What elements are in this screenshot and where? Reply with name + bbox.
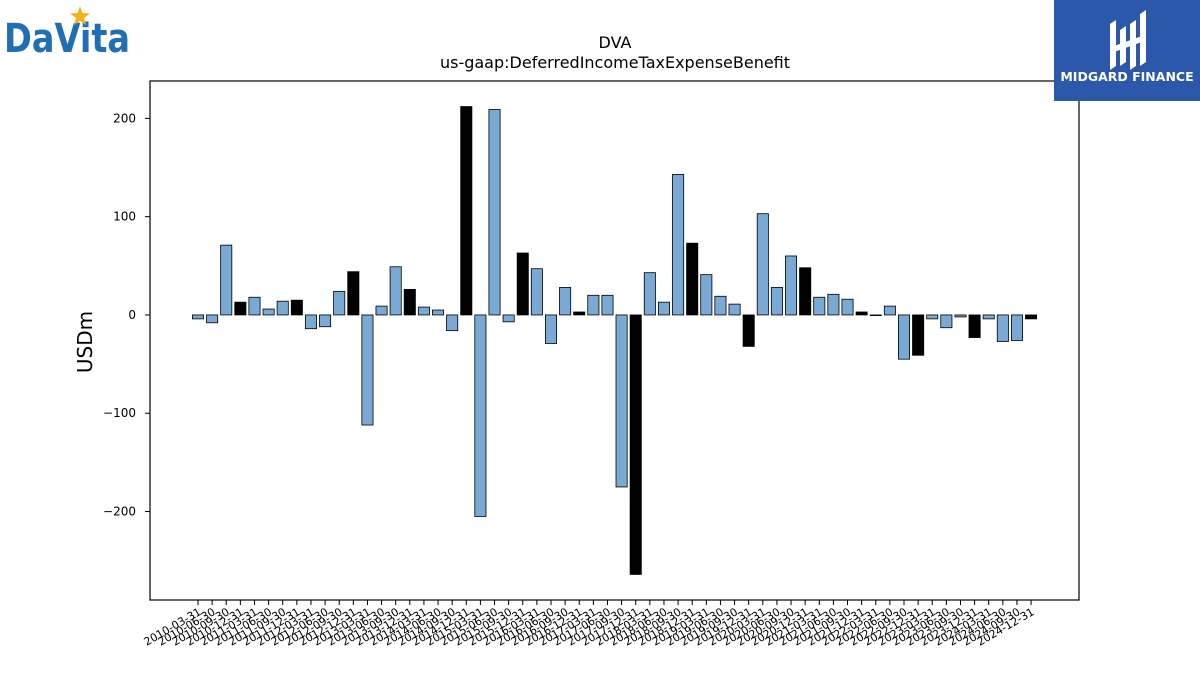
- bar-2022-12-31: [912, 314, 925, 356]
- bar-2011-09-30: [276, 300, 289, 316]
- bar-2010-12-31: [234, 301, 247, 316]
- bar-2024-03-31: [982, 314, 995, 320]
- bars-group: [191, 106, 1038, 575]
- bar-2019-06-30: [714, 295, 727, 316]
- bar-2020-09-30: [785, 255, 798, 316]
- bar-2023-03-31: [926, 314, 939, 320]
- bar-2021-09-30: [841, 298, 854, 316]
- bar-2012-03-31: [304, 314, 317, 330]
- bar-2020-03-31: [756, 213, 769, 316]
- bar-2021-12-31: [855, 311, 868, 316]
- bar-2019-09-30: [728, 303, 741, 316]
- midgard-finance-mark: MIDGARD FINANCE: [1060, 10, 1194, 84]
- bar-2013-12-31: [403, 288, 416, 316]
- bar-2017-06-30: [601, 294, 614, 316]
- bar-2014-06-30: [432, 309, 445, 316]
- bar-2017-12-31: [629, 314, 642, 575]
- davita-logo-text: DaVita: [4, 16, 130, 60]
- bar-2016-03-31: [530, 268, 543, 316]
- bar-2015-03-31: [474, 314, 487, 517]
- davita-logo: DaVita: [4, 6, 130, 60]
- bar-2020-12-31: [799, 267, 812, 316]
- bar-2012-09-30: [333, 290, 346, 316]
- bar-2018-09-30: [672, 173, 685, 316]
- bar-2011-12-31: [290, 299, 303, 316]
- bar-2020-06-30: [770, 287, 783, 316]
- bar-2023-12-31: [968, 314, 981, 338]
- bar-2013-06-30: [375, 305, 388, 316]
- bar-2010-06-30: [206, 314, 219, 324]
- bar-2023-06-30: [940, 314, 953, 329]
- bar-2022-03-31: [869, 314, 882, 316]
- midgard-monogram-icon: [1110, 10, 1146, 70]
- bar-2022-06-30: [883, 305, 896, 316]
- bar-2017-09-30: [615, 314, 628, 488]
- bar-2013-09-30: [389, 266, 402, 316]
- bar-2010-03-31: [191, 314, 204, 320]
- star-icon: [70, 6, 90, 25]
- y-tick-label: −200: [103, 505, 136, 519]
- bar-2018-12-31: [686, 242, 699, 316]
- bar-2012-12-31: [347, 271, 360, 316]
- bar-2014-09-30: [446, 314, 459, 332]
- y-tick-label: 0: [128, 308, 136, 322]
- bar-2017-03-31: [587, 294, 600, 316]
- chart-subtitle: us-gaap:DeferredIncomeTaxExpenseBenefit: [440, 53, 790, 72]
- bar-2024-09-30: [1010, 314, 1023, 341]
- bar-2011-03-31: [248, 296, 261, 316]
- bar-2024-12-31: [1025, 314, 1038, 320]
- x-axis-ticks: 2010-03-312010-06-302010-09-302010-12-31…: [142, 600, 1037, 649]
- y-tick-label: −100: [103, 406, 136, 420]
- bar-2019-12-31: [742, 314, 755, 347]
- bar-2021-06-30: [827, 293, 840, 316]
- bar-2018-03-31: [643, 272, 656, 316]
- y-axis-label: USDm: [73, 311, 97, 373]
- plot-frame: [149, 80, 1080, 601]
- bar-2024-06-30: [996, 314, 1009, 342]
- bar-2018-06-30: [657, 301, 670, 316]
- bar-2010-09-30: [220, 244, 233, 316]
- y-tick-label: 200: [113, 111, 136, 125]
- bar-2019-03-31: [700, 274, 713, 316]
- bar-2022-09-30: [898, 314, 911, 360]
- bar-2012-06-30: [319, 314, 332, 328]
- bar-2016-06-30: [545, 314, 558, 344]
- midgard-finance-logo: MIDGARD FINANCE: [1054, 0, 1200, 101]
- bar-2013-03-31: [361, 314, 374, 426]
- bar-2011-06-30: [262, 308, 275, 316]
- bar-2016-12-31: [573, 311, 586, 316]
- y-tick-label: 100: [113, 210, 136, 224]
- y-axis-ticks: −200 −100 0 100 200: [103, 111, 150, 519]
- bar-2015-12-31: [516, 252, 529, 316]
- bar-2014-12-31: [460, 106, 473, 316]
- bar-2015-06-30: [488, 109, 501, 316]
- bar-2014-03-31: [417, 306, 430, 316]
- chart-title: DVA: [599, 33, 632, 52]
- bar-2015-09-30: [502, 314, 515, 323]
- bar-2016-09-30: [559, 287, 572, 316]
- midgard-finance-text: MIDGARD FINANCE: [1060, 69, 1193, 84]
- bar-2023-09-30: [954, 314, 967, 318]
- bar-2021-03-31: [813, 296, 826, 316]
